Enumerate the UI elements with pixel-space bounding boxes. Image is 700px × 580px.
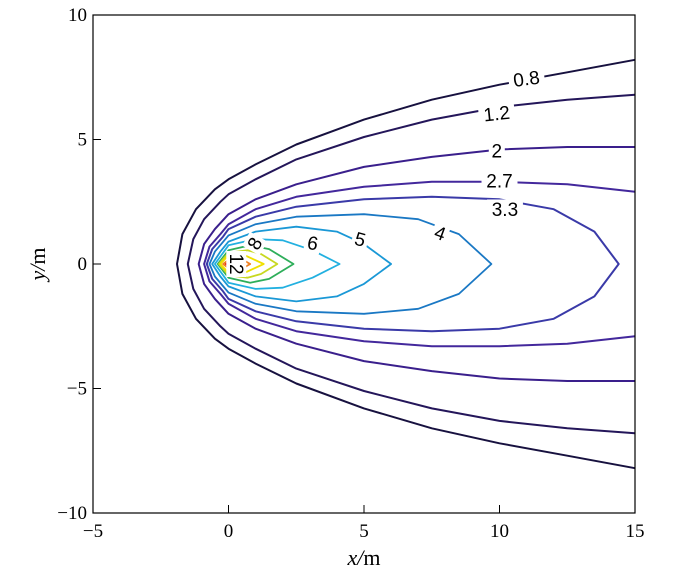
contour-line-1.2	[186, 93, 636, 435]
contour-label-text: 5	[352, 229, 368, 252]
plot-frame	[92, 14, 636, 514]
contour-line-5	[211, 225, 392, 303]
x-tick-label: 5	[359, 521, 369, 542]
x-tick-label: −5	[83, 521, 103, 542]
contour-label-text: 2	[492, 141, 503, 162]
contour-label-text: 12	[225, 253, 246, 274]
contour-label-bg	[477, 101, 516, 126]
contour-label-bg	[481, 170, 518, 191]
contour-label-bg	[242, 231, 268, 256]
y-tick-label: 10	[68, 5, 87, 26]
x-axis-label: x/m	[347, 545, 381, 570]
contour-label-bg	[303, 231, 323, 255]
contour-label-bg	[486, 199, 523, 220]
contour-label-bg	[507, 66, 546, 92]
contour-label: 12	[225, 251, 247, 277]
contour-label: 1.2	[477, 101, 516, 127]
x-tick-label: 10	[490, 521, 509, 542]
contour-label: 2	[488, 140, 505, 162]
y-tick-label: 0	[78, 254, 88, 275]
contour-label: 2.7	[481, 170, 518, 192]
contour-label: 4	[429, 221, 452, 246]
contour-label-text: 6	[305, 233, 319, 256]
y-tick-label: 5	[78, 130, 88, 151]
contour-label: 5	[349, 227, 371, 252]
contour-line-6	[214, 238, 341, 290]
y-axis-label: y/m	[25, 247, 50, 281]
contour-label-bg	[226, 251, 247, 277]
contour-label-text: 3.3	[492, 200, 518, 221]
x-tick-label: 15	[626, 521, 645, 542]
contour-label-text: 2.7	[486, 171, 512, 192]
y-tick-label: −10	[57, 503, 87, 524]
y-ticks: 10 5 0 −5 −10	[57, 5, 101, 524]
contour-label-text: 0.8	[512, 68, 541, 92]
contour-label-bg	[429, 221, 452, 246]
x-tick-label: 0	[224, 521, 234, 542]
contour-label-bg	[488, 140, 505, 161]
contour-line-4	[208, 213, 493, 315]
contour-labels: 0.81.2 2 2.7 3.3 4 5 6 812	[225, 66, 546, 277]
contour-line-2	[197, 146, 635, 382]
contour-label: 6	[303, 231, 323, 256]
contour-line-3.3	[205, 195, 620, 333]
contour-line-2.7	[203, 180, 636, 348]
contour-label-bg	[349, 227, 371, 252]
contour-label: 8	[242, 231, 268, 256]
contour-label: 0.8	[507, 66, 546, 92]
y-tick-label: −5	[67, 379, 87, 400]
contour-line-0.8	[176, 58, 636, 470]
contour-label-text: 1.2	[483, 103, 511, 127]
x-ticks: −5 0 5 10 15	[83, 505, 645, 542]
contour-label: 3.3	[486, 199, 523, 221]
